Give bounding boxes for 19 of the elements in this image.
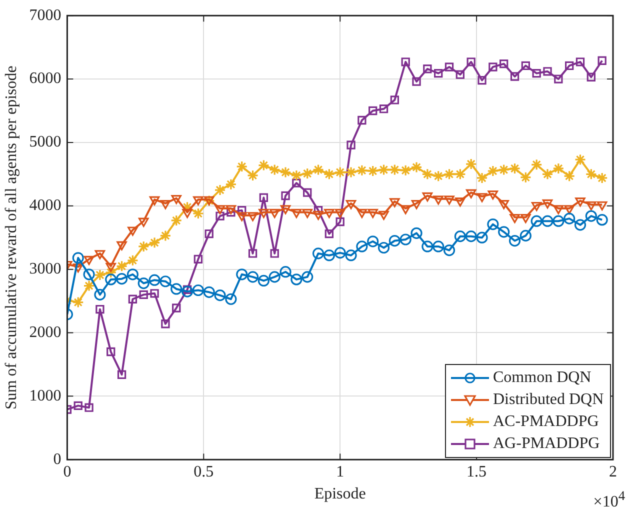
y-tick-label: 2000 [29, 324, 62, 341]
y-tick-label: 5000 [29, 134, 62, 151]
x-tick-label: 0.5 [194, 463, 214, 480]
x-tick-label: 1.5 [466, 463, 487, 480]
legend-label: Distributed DQN [493, 390, 604, 409]
y-tick-label: 3000 [29, 260, 62, 278]
y-tick-label: 6000 [29, 70, 62, 88]
y-tick-label: 4000 [29, 197, 62, 214]
y-tick-label: 1000 [29, 387, 62, 404]
y-axis-title: Sum of accumulative reward of all agents per episode [2, 66, 20, 410]
x-tick-label: 2 [609, 463, 617, 480]
legend-label: Common DQN [493, 368, 592, 387]
legend-label: AG-PMADDPG [493, 434, 600, 453]
y-tick-label: 7000 [29, 6, 62, 24]
text: ×10$^{4}$ [593, 488, 625, 511]
y-tick-label: 0 [53, 450, 62, 468]
x-tick-label: 1 [336, 463, 344, 480]
x-axis-title: Episode [314, 486, 366, 503]
legend-label: AC-PMADDPG [493, 412, 599, 431]
